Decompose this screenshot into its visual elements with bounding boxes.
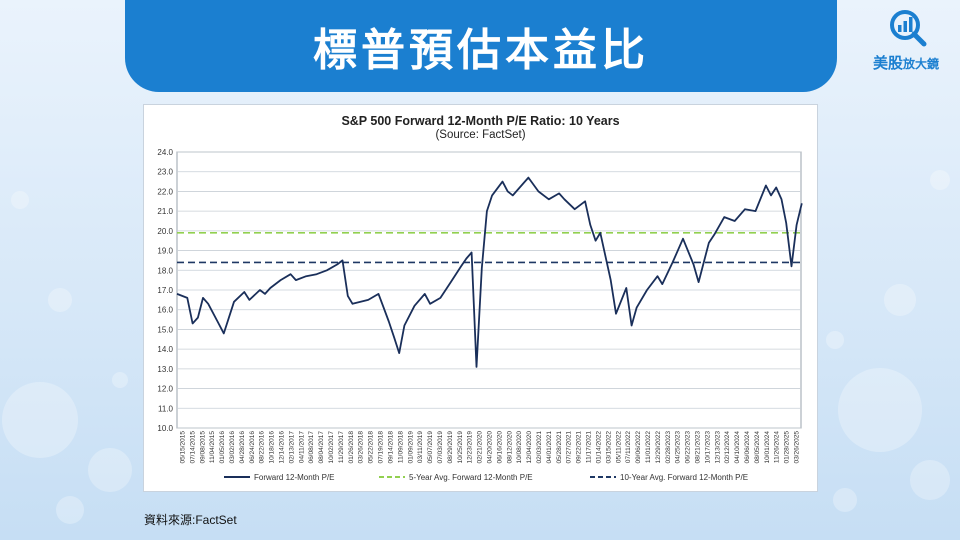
x-tick-label: 10/18/2016 xyxy=(269,431,276,464)
legend-label: Forward 12-Month P/E xyxy=(254,473,334,482)
x-tick-label: 10/17/2023 xyxy=(704,431,711,464)
logo-wordmark: 美股放大鏡 xyxy=(866,52,946,73)
x-tick-label: 06/24/2016 xyxy=(249,431,256,464)
x-tick-label: 09/08/2015 xyxy=(199,431,206,464)
x-tick-label: 05/11/2022 xyxy=(615,431,622,463)
x-tick-label: 12/14/2016 xyxy=(279,431,286,464)
x-tick-label: 11/29/2017 xyxy=(338,431,345,463)
forward-pe-line xyxy=(176,176,803,368)
x-tick-label: 03/02/2016 xyxy=(229,431,236,464)
y-tick-label: 19.0 xyxy=(157,247,173,256)
x-tick-label: 11/01/2022 xyxy=(645,431,652,463)
x-tick-label: 03/26/2018 xyxy=(358,431,365,464)
x-tick-label: 06/22/2023 xyxy=(685,431,692,464)
x-tick-label: 04/11/2017 xyxy=(298,431,305,463)
x-tick-label: 05/15/2015 xyxy=(179,431,186,464)
x-tick-label: 08/22/2016 xyxy=(259,431,266,464)
y-tick-label: 17.0 xyxy=(157,286,173,295)
x-tick-label: 04/10/2024 xyxy=(734,431,741,464)
y-tick-label: 11.0 xyxy=(158,404,174,413)
x-tick-label: 11/26/2024 xyxy=(774,431,781,463)
y-tick-label: 10.0 xyxy=(157,424,173,433)
x-tick-label: 06/16/2020 xyxy=(496,431,503,464)
x-tick-label: 11/09/2018 xyxy=(397,431,404,463)
y-tick-label: 16.0 xyxy=(157,306,173,315)
x-tick-label: 04/20/2020 xyxy=(487,431,494,464)
legend-label: 5-Year Avg. Forward 12-Month P/E xyxy=(409,473,533,482)
x-tick-label: 03/11/2019 xyxy=(417,431,424,463)
chart-subtitle: (Source: FactSet) xyxy=(435,129,526,141)
y-tick-label: 23.0 xyxy=(157,168,173,177)
x-tick-label: 02/28/2023 xyxy=(665,431,672,464)
x-tick-label: 05/22/2018 xyxy=(368,431,375,464)
x-tick-label: 06/06/2024 xyxy=(744,431,751,464)
x-tick-label: 04/28/2016 xyxy=(239,431,246,464)
y-tick-label: 24.0 xyxy=(157,148,173,157)
x-tick-label: 04/01/2021 xyxy=(546,431,553,464)
y-tick-label: 22.0 xyxy=(157,187,173,196)
x-tick-label: 02/03/2021 xyxy=(536,431,543,464)
x-tick-label: 12/23/2019 xyxy=(467,431,474,464)
y-tick-label: 15.0 xyxy=(157,325,173,334)
y-tick-label: 20.0 xyxy=(157,227,173,236)
x-tick-label: 03/26/2025 xyxy=(794,431,801,464)
logo-brand-sub: 放大鏡 xyxy=(903,57,940,71)
x-tick-label: 07/27/2021 xyxy=(566,431,573,464)
x-tick-label: 07/11/2022 xyxy=(625,431,632,463)
x-tick-label: 10/01/2024 xyxy=(764,431,771,464)
x-tick-label: 09/14/2018 xyxy=(387,431,394,464)
x-tick-label: 12/13/2023 xyxy=(714,431,721,464)
x-tick-label: 11/04/2015 xyxy=(209,431,216,463)
x-tick-label: 08/12/2020 xyxy=(506,431,513,464)
pe-ratio-chart: 10.0 11.0 12.0 13.0 14.0 15.0 16.0 17.0 18.0 19.0… xyxy=(157,148,803,482)
x-tick-label: 10/02/2017 xyxy=(328,431,335,464)
x-tick-label: 01/09/2019 xyxy=(407,431,414,464)
x-tick-label: 04/25/2023 xyxy=(675,431,682,464)
title-banner: 標普預估本益比 xyxy=(125,0,837,92)
y-tick-label: 12.0 xyxy=(157,385,173,394)
x-tick-label: 01/28/2025 xyxy=(784,431,791,464)
x-tick-label: 03/15/2022 xyxy=(605,431,612,464)
x-tick-label: 09/06/2022 xyxy=(635,431,642,464)
x-tick-label: 02/13/2017 xyxy=(288,431,295,464)
x-tick-label: 07/14/2015 xyxy=(189,431,196,464)
x-tick-label: 07/19/2018 xyxy=(378,431,385,464)
x-tick-label: 08/04/2017 xyxy=(318,431,325,464)
x-tick-label: 01/14/2022 xyxy=(595,431,602,464)
x-tick-label: 05/28/2021 xyxy=(556,431,563,464)
y-tick-label: 14.0 xyxy=(157,345,173,354)
x-tick-label: 08/21/2023 xyxy=(695,431,702,464)
y-tick-label: 13.0 xyxy=(157,365,173,374)
chart-panel: S&P 500 Forward 12-Month P/E Ratio: 10 Y… xyxy=(143,104,818,492)
x-tick-label: 01/05/2016 xyxy=(219,431,226,464)
page-title: 標普預估本益比 xyxy=(313,25,649,76)
x-tick-label: 01/26/2018 xyxy=(348,431,355,464)
x-tick-label: 02/21/2020 xyxy=(477,431,484,464)
x-tick-label: 07/03/2019 xyxy=(437,431,444,464)
x-tick-label: 08/05/2024 xyxy=(754,431,761,464)
brand-logo: 美股放大鏡 xyxy=(866,8,946,74)
logo-brand-main: 美股 xyxy=(872,54,903,72)
x-tick-label: 11/17/2021 xyxy=(586,431,593,463)
x-tick-label: 10/08/2020 xyxy=(516,431,523,464)
x-tick-label: 02/12/2024 xyxy=(724,431,731,464)
x-tick-label: 06/08/2017 xyxy=(308,431,315,464)
x-tick-label: 12/29/2022 xyxy=(655,431,662,464)
x-tick-label: 10/25/2019 xyxy=(457,431,464,464)
magnifier-chart-icon xyxy=(890,10,927,47)
x-tick-label: 12/04/2020 xyxy=(526,431,533,464)
chart-title: S&P 500 Forward 12-Month P/E Ratio: 10 Y… xyxy=(341,114,620,128)
source-note: 資料來源:FactSet xyxy=(144,513,237,527)
y-tick-label: 18.0 xyxy=(157,266,173,275)
x-tick-label: 08/29/2019 xyxy=(447,431,454,464)
x-tick-label: 09/22/2021 xyxy=(576,431,583,464)
x-tick-label: 05/07/2019 xyxy=(427,431,434,464)
y-tick-label: 21.0 xyxy=(157,207,173,216)
legend-label: 10-Year Avg. Forward 12-Month P/E xyxy=(620,473,748,482)
